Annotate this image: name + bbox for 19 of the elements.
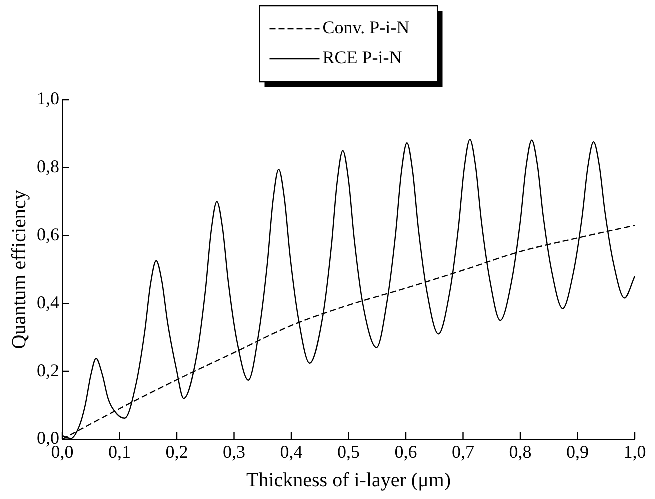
y-axis-title: Quantum efficiency [8,190,30,350]
y-tick-label: 0,2 [37,360,60,380]
y-tick-label: 0,6 [37,224,60,244]
x-tick-label: 0,9 [566,442,589,462]
x-tick-label: 0,5 [338,442,360,462]
y-tick-label: 0,4 [37,292,60,312]
y-tick-label: 1,0 [37,88,60,109]
x-tick-label: 0,1 [108,442,131,462]
x-tick-label: 0,8 [509,442,532,462]
x-tick-label: 0,3 [223,442,246,462]
y-tick-label: 0,8 [37,156,60,177]
x-tick-label: 1,0 [624,442,646,462]
x-axis-title: Thickness of i-layer (μm) [246,469,452,492]
x-tick-label: 0,4 [280,442,303,462]
x-tick-label: 0,7 [452,442,474,462]
x-tick-label: 0,2 [166,442,188,462]
x-tick-label: 0,6 [394,442,418,462]
legend-label: Conv. P-i-N [322,18,410,38]
legend-label: RCE P-i-N [322,48,402,68]
